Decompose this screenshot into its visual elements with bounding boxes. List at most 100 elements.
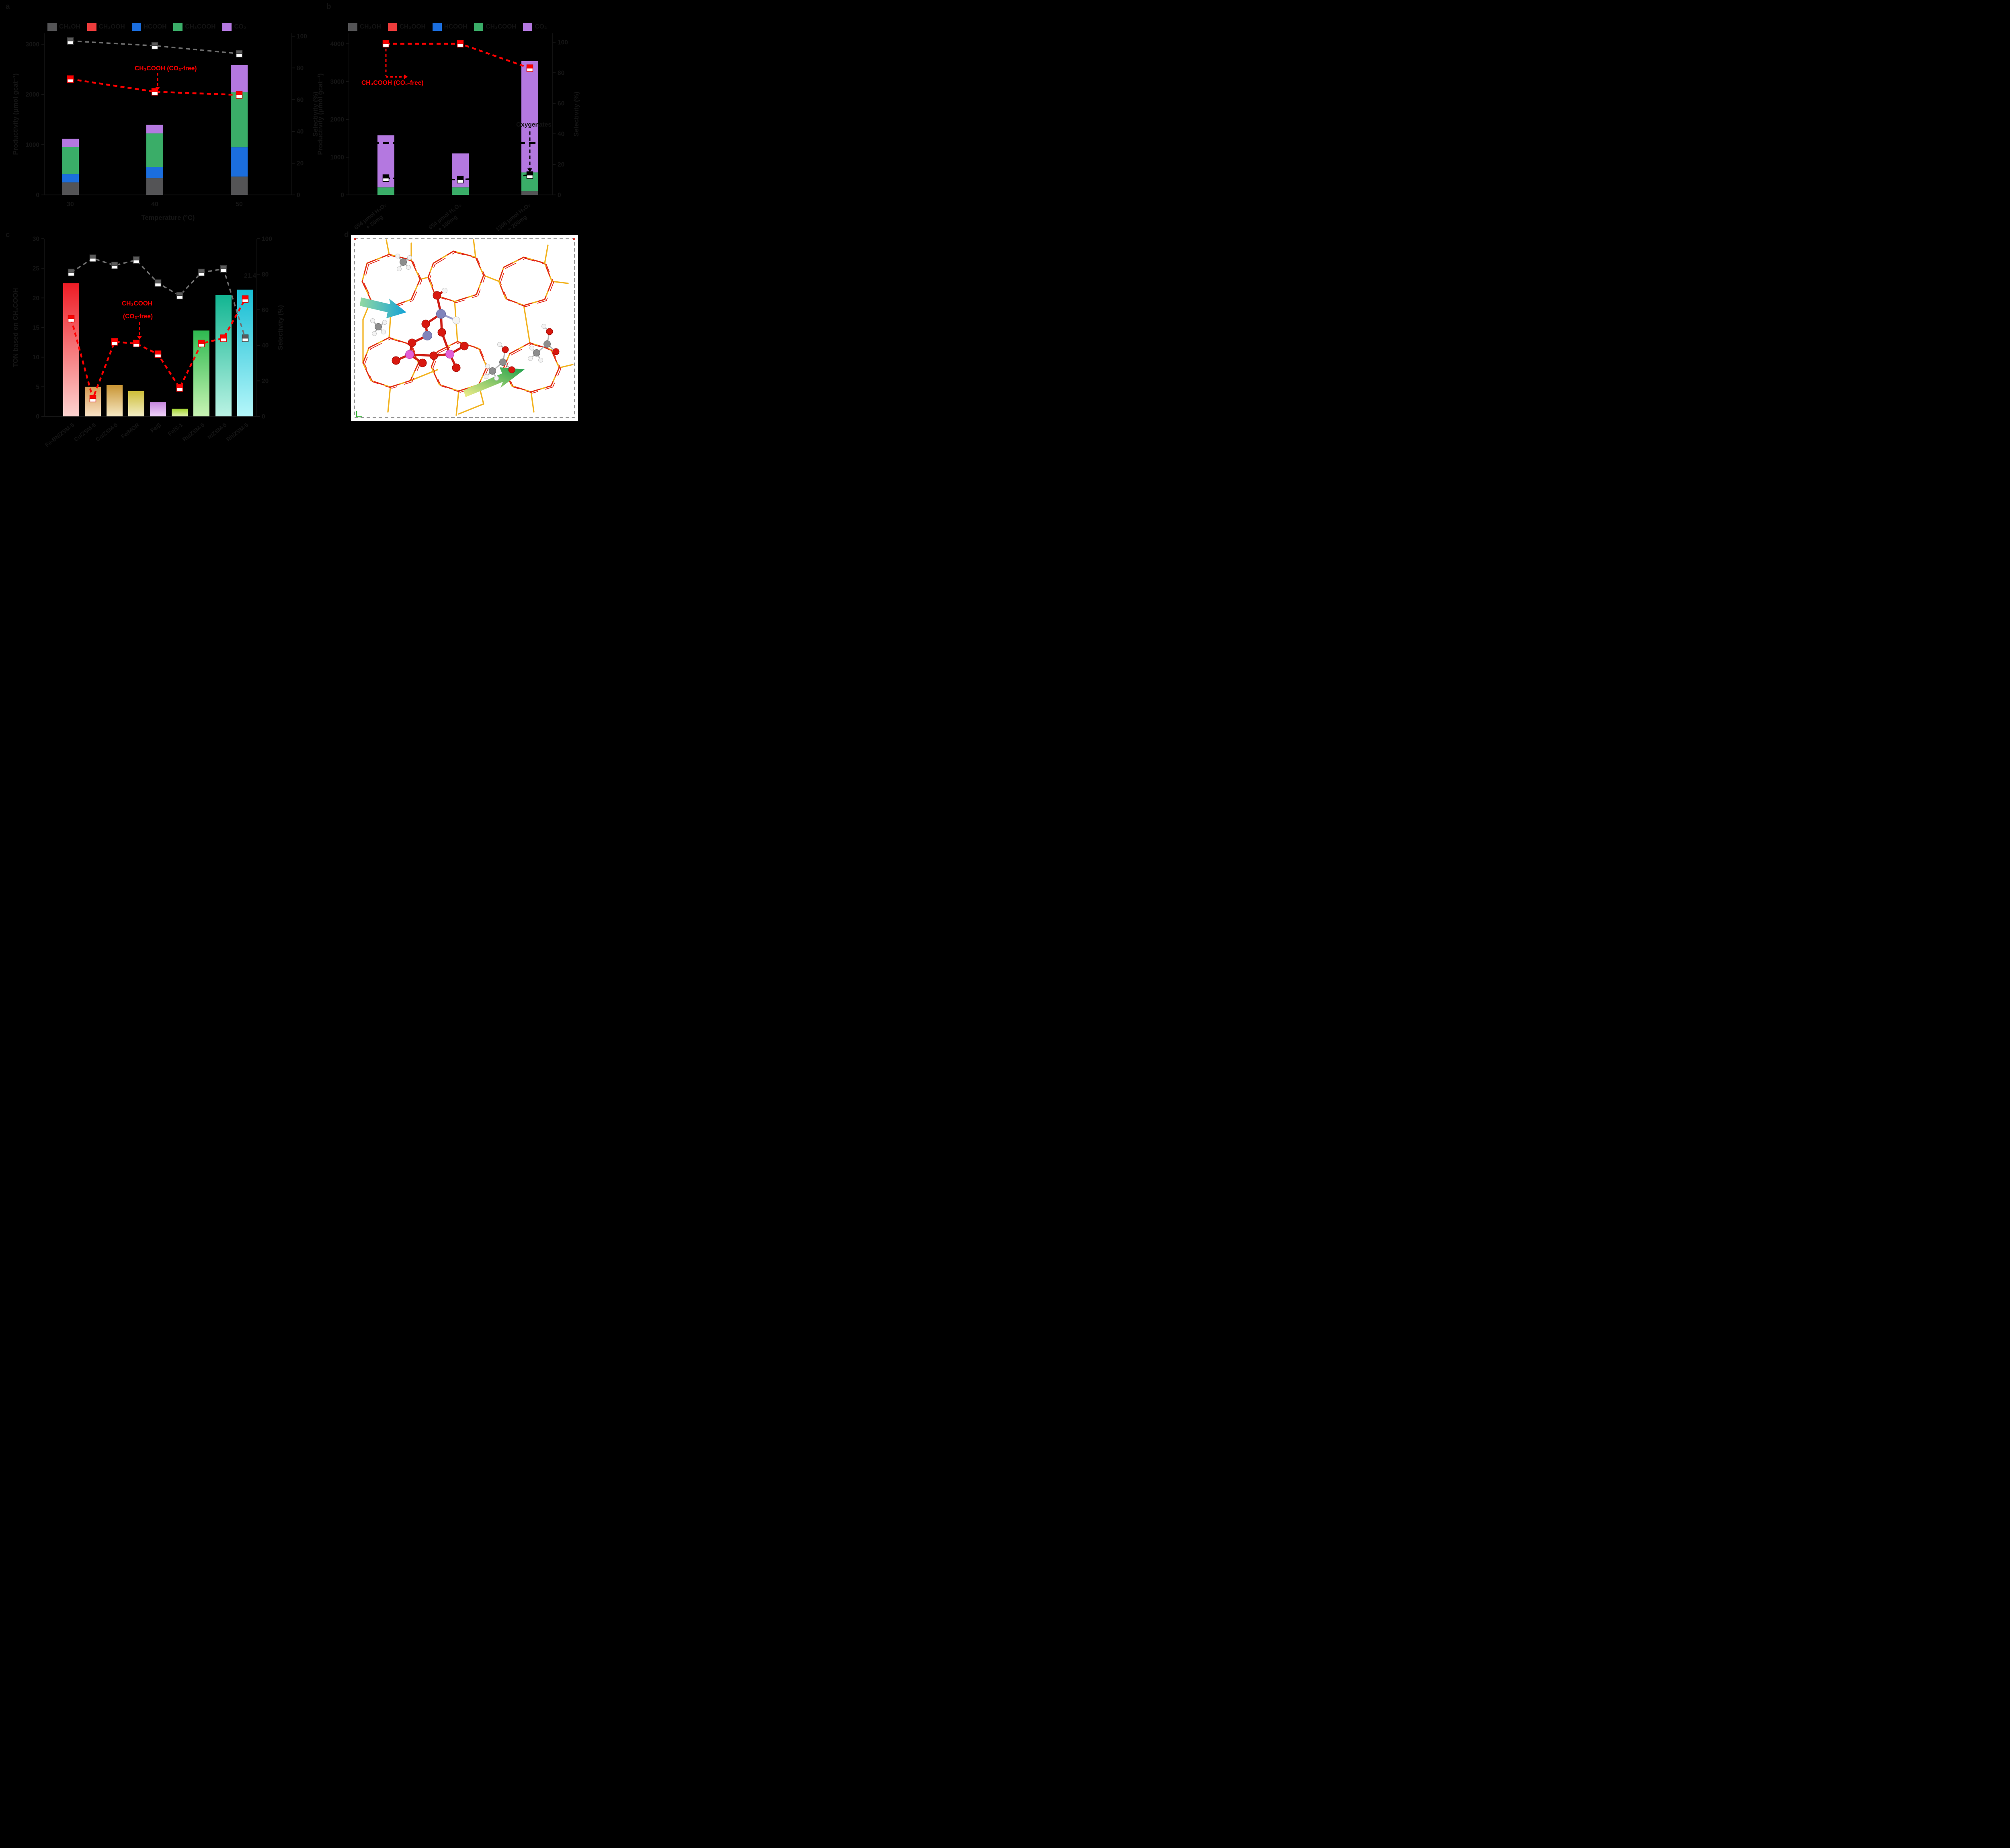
series-marker [242,299,249,303]
legend-swatch [222,23,232,31]
series-marker [176,387,183,392]
annotation-a-ch3cooh-co2free: CH₃COOH (CO₂-free) [135,65,197,72]
tick-label-y-right: 0 [297,192,300,199]
tick-label-y-left: 5 [36,384,39,391]
axis-title-x-a: Temperature (°C) [142,214,195,221]
cell-corner-mark [354,238,356,240]
tick-label-x-group: 654 μmol H₂O₂+ 100mg [427,201,462,233]
tick-label-x-group: Fe-BN/ZSM-5 [44,422,76,448]
series-marker [457,176,464,180]
panel-letter-c: c [6,231,10,239]
series-marker [220,338,227,342]
series-marker [154,279,162,284]
tick-label-y-left: 3000 [330,79,344,86]
tick-label-y-right: 40 [297,129,304,135]
tick-label-x-group: Rh/ZSM-5 [225,422,250,443]
tick-label-x-group: Fe/S-1 [166,422,184,437]
annotation-b-oxygenates: Oxygenates [516,121,552,128]
series-marker [154,350,162,355]
svg-text:Fe/MOR: Fe/MOR [120,422,141,440]
legend-label: CO₂ [535,23,547,30]
series-marker [133,260,140,264]
panel-letter-a: a [6,2,10,11]
axis-frame-a [44,33,292,195]
acetic-acid-molecule [528,324,560,363]
series-marker [236,53,243,57]
bar-Co/ZSM-5 [107,385,123,416]
tick-label-y-right: 100 [297,33,307,40]
legend-label: CH₃COOH [185,23,216,30]
tick-label-y-right: 60 [558,100,564,107]
tick-label-y-right: 80 [297,65,304,72]
axis-frame-b [349,33,553,195]
annotation-b-ch3cooh-co2free: CH₃COOH (CO₂-free) [361,80,424,86]
svg-text:Co/ZSM-5: Co/ZSM-5 [94,422,119,443]
series-marker [457,43,464,48]
legend-item-HCOOH: HCOOH [131,23,166,31]
series-marker [68,272,75,277]
bar-Rh/ZSM-5 [237,289,253,416]
legend-swatch [474,23,484,31]
bar-segment-CH₃COOH [452,187,469,195]
cell-corner-mark [573,238,575,240]
series-marker [242,334,249,339]
acetic-acid-molecule [484,342,515,381]
legend-item-CH₃OH: CH₃OH [47,23,80,31]
tick-label-y-right: 20 [558,162,564,168]
bar-segment-CH₃OH [146,178,163,195]
series-marker [67,37,74,41]
tick-label-y-right: 0 [558,192,561,199]
tick-label-x: 40 [151,201,158,208]
bar-segment-CH₃COOH [146,133,163,167]
series-marker [133,256,140,260]
svg-text:Cu/ZSM-5: Cu/ZSM-5 [73,422,97,443]
bar-Ir/ZSM-5 [215,295,232,416]
series-marker [457,179,464,184]
series-marker [198,343,205,348]
tick-label-y-left: 30 [33,236,39,243]
series-marker [176,384,183,389]
legend-label: CO₂ [234,23,246,30]
tick-label-x-group: Co/ZSM-5 [94,422,119,443]
legend-label: CH₃OOH [98,23,125,30]
figure-canvas: a b c d CH₃OH CH₃OOH HCOOH CH₃COOH CO₂ CH₃OH… [0,0,606,462]
axis-title-right-b: Selectivity (%) [573,92,580,137]
series-marker [111,341,118,346]
series-marker [242,338,249,342]
tick-label-x-group: Ru/ZSM-5 [181,422,206,443]
series-marker [198,272,205,277]
metal-phosphate-cluster [392,288,469,372]
bar-Fe/β [150,402,166,416]
legend-label: CH₃OH [360,23,381,30]
axis-title-right-c: Selectivity (%) [277,305,284,350]
tick-label-x-group: Fe/β [149,422,162,434]
axis-title-left-b: Productivity (μmol gcat⁻¹) [317,73,324,155]
annotation-arrowhead [155,87,160,90]
bar-Fe/MOR [128,391,144,416]
tick-label-y-right: 80 [558,70,564,77]
svg-text:Fe/S-1: Fe/S-1 [166,422,184,437]
series-marker [133,340,140,344]
bar-segment-CH₃COOH [62,147,79,174]
series-marker [198,268,205,273]
tick-label-y-left: 4000 [330,41,344,48]
series-marker [68,315,75,319]
bar-segment-CH₃COOH [231,92,248,148]
series-marker [382,40,390,44]
svg-text:Fe/β: Fe/β [149,422,162,434]
panel-letter-d: d [344,231,349,239]
series-marker [526,174,533,179]
series-marker [236,91,243,95]
axis-title-left-a: Productivity (μmol gcat⁻¹) [12,73,19,155]
axis-title-left-c: TON based on CH₃COOH [12,288,19,367]
ch4-molecule [370,318,387,336]
series-marker [67,41,74,45]
series-marker [382,174,390,178]
bar-segment-HCOOH [62,174,79,182]
bar-segment-HCOOH [231,147,248,177]
series-marker [198,340,205,344]
tick-label-x: 30 [67,201,74,208]
series-marker [68,268,75,273]
annotation-arrowhead [137,336,142,340]
